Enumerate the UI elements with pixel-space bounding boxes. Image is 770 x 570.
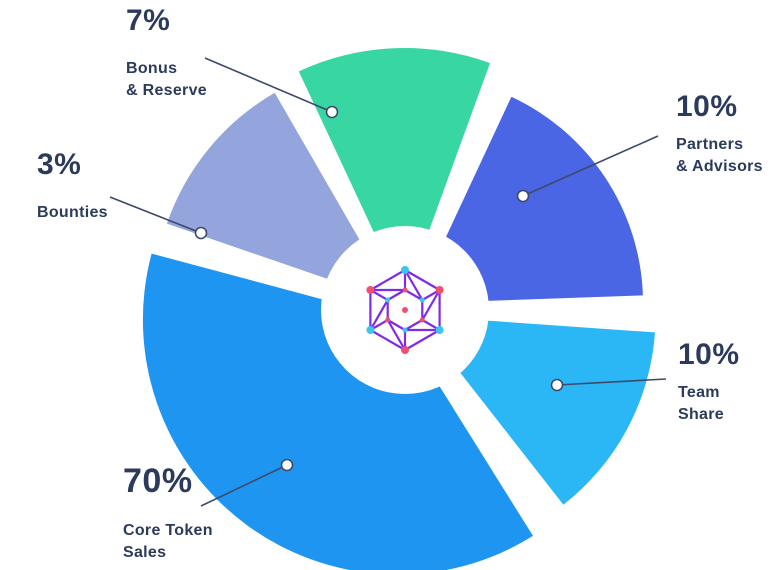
bounties-percent: 3% [37,148,82,181]
core-token-sales-percent: 70% [123,462,193,500]
leader-line-bonus-reserve [204,57,333,113]
bounties-label: Bounties [37,204,108,221]
team-share-label: Team Share [678,384,724,423]
team-share-percent: 10% [678,338,740,371]
marker-dot-partners-advisors [516,189,530,203]
hex-network-icon [366,266,444,354]
logo-nodes [366,266,444,354]
pie-slice-core-token-sales [142,253,533,570]
label-team-share: 10% Team Share [678,340,740,425]
pie-slice-partners-advisors [415,96,643,304]
marker-dot-core-token-sales [280,458,294,472]
leader-line-team-share [556,378,667,386]
pie-slices-group [142,47,655,570]
pie-slice-bonus-reserve [298,47,490,299]
marker-dot-team-share [550,378,564,392]
leader-line-bounties [109,196,202,234]
partners-advisors-label: Partners & Advisors [676,136,763,175]
leader-line-partners-advisors [522,135,659,197]
label-bonus-reserve: 7% Bonus & Reserve [126,6,207,101]
pie-slice-bounties [166,92,396,303]
label-bounties: 3% Bounties [37,150,108,224]
label-core-token-sales: 70% Core Token Sales [123,464,213,563]
bonus-reserve-percent: 7% [126,4,171,37]
marker-dot-bounties [194,226,208,240]
leader-line-core-token-sales [200,464,288,507]
leader-lines-group [109,57,667,507]
partners-advisors-percent: 10% [676,90,738,123]
core-token-sales-label: Core Token Sales [123,522,213,561]
marker-dot-bonus-reserve [325,105,339,119]
pie-slice-team-share [415,315,655,505]
label-partners-advisors: 10% Partners & Advisors [676,92,763,177]
bonus-reserve-label: Bonus & Reserve [126,60,207,99]
